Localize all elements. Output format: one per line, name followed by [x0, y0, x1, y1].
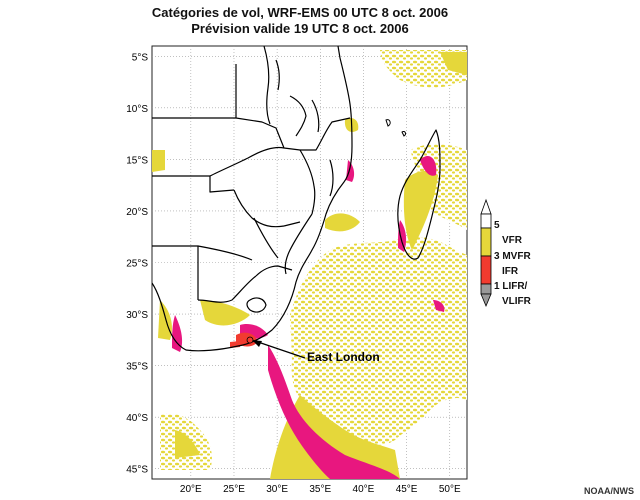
longitude-tick-label: 45°E	[396, 484, 418, 495]
latitude-tick-label: 15°S	[126, 155, 148, 166]
legend-lifr-label: 1 LIFR/	[494, 281, 528, 292]
longitude-labels: 20°E 25°E 30°E 35°E 40°E 45°E 50°E	[180, 484, 461, 495]
credit-label: NOAA/NWS	[584, 486, 634, 496]
mvfr-area	[172, 155, 445, 479]
vfr-area	[152, 50, 467, 479]
latitude-tick-label: 40°S	[126, 413, 148, 424]
coastlines-and-borders	[152, 46, 441, 352]
map-title-line-2: Prévision valide 19 UTC 8 oct. 2006	[191, 21, 409, 36]
latitude-tick-label: 30°S	[126, 310, 148, 321]
legend-vlifr-label: VLIFR	[502, 296, 531, 307]
latitude-tick-label: 5°S	[132, 52, 149, 63]
longitude-tick-label: 30°E	[266, 484, 288, 495]
latitude-tick-label: 10°S	[126, 104, 148, 115]
flight-category-legend	[480, 198, 492, 308]
longitude-tick-label: 40°E	[353, 484, 375, 495]
longitude-tick-label: 20°E	[180, 484, 202, 495]
legend-top-number: 5	[494, 220, 500, 231]
latitude-labels: 5°S 10°S 15°S 20°S 25°S 30°S 35°S 40°S 45°S	[126, 52, 148, 475]
east-london-annotation	[246, 336, 306, 359]
latitude-tick-label: 20°S	[126, 207, 148, 218]
legend-vfr-label: VFR	[502, 235, 522, 246]
legend-mvfr-label: 3 MVFR	[494, 251, 531, 262]
latitude-tick-label: 45°S	[126, 465, 148, 476]
latitude-tick-label: 35°S	[126, 362, 148, 373]
longitude-tick-label: 35°E	[309, 484, 331, 495]
islands	[385, 119, 406, 137]
longitude-tick-label: 50°E	[439, 484, 461, 495]
longitude-tick-label: 25°E	[223, 484, 245, 495]
legend-ifr-label: IFR	[502, 266, 519, 277]
latitude-tick-label: 25°S	[126, 259, 148, 270]
east-london-label: East London	[307, 350, 380, 364]
map-title-line-1: Catégories de vol, WRF-EMS 00 UTC 8 oct.…	[151, 5, 449, 20]
